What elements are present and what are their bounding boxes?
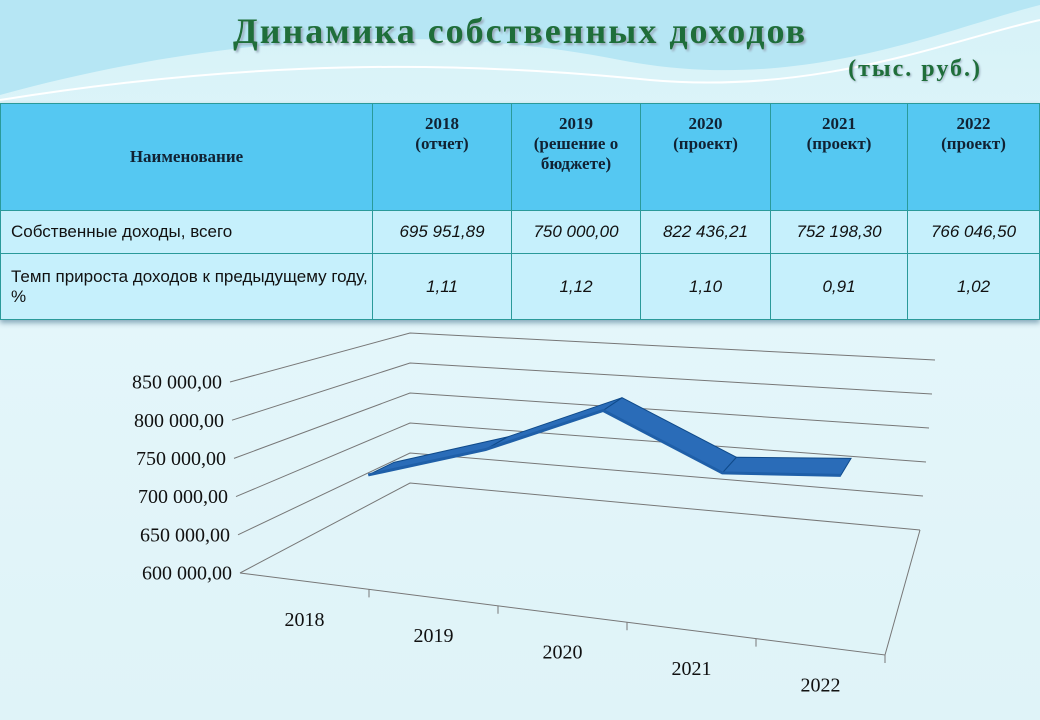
value-cell: 1,12 bbox=[511, 253, 641, 320]
y-tick-label: 850 000,00 bbox=[132, 372, 222, 394]
subtitle: (тыс. руб.) bbox=[848, 56, 982, 82]
value-cell: 766 046,50 bbox=[907, 210, 1040, 254]
grid-line bbox=[235, 422, 927, 498]
value-cell: 695 951,89 bbox=[372, 210, 512, 254]
x-tick-label: 2020 bbox=[543, 642, 583, 664]
x-tick-label: 2022 bbox=[801, 674, 841, 696]
y-tick-label: 750 000,00 bbox=[136, 448, 226, 470]
grid-line bbox=[229, 332, 936, 383]
y-tick-label: 800 000,00 bbox=[134, 410, 224, 432]
value-cell: 0,91 bbox=[770, 253, 908, 320]
ribbon-segment bbox=[602, 397, 738, 474]
label-cell: Темп прироста доходов к предыдущему году… bbox=[0, 253, 373, 320]
header-cell: Наименование bbox=[0, 103, 373, 211]
header-cell: 2018 (отчет) bbox=[372, 103, 512, 211]
header-cell: 2020 (проект) bbox=[640, 103, 771, 211]
y-tick-label: 650 000,00 bbox=[140, 524, 230, 546]
grid-line bbox=[237, 452, 924, 536]
y-tick-label: 700 000,00 bbox=[138, 486, 228, 508]
grid-line bbox=[231, 362, 933, 421]
x-tick-label: 2021 bbox=[672, 658, 712, 680]
x-tick-label: 2018 bbox=[285, 609, 325, 631]
grid-line bbox=[239, 482, 921, 574]
wave-decor bbox=[0, 0, 1040, 101]
x-tick-label: 2019 bbox=[414, 625, 454, 647]
floor-edge bbox=[239, 529, 921, 656]
title: Динамика собственных доходов bbox=[232, 11, 808, 51]
grid-line bbox=[233, 392, 930, 459]
wave bbox=[0, 0, 1040, 95]
table-row: Темп прироста доходов к предыдущему году… bbox=[0, 253, 1040, 320]
value-cell: 750 000,00 bbox=[511, 210, 641, 254]
header-cell: 2022 (проект) bbox=[907, 103, 1040, 211]
header-cell: 2019 (решение о бюджете) bbox=[511, 103, 641, 211]
line bbox=[367, 408, 841, 477]
value-cell: 1,02 bbox=[907, 253, 1040, 320]
table-row: Собственные доходы, всего 695 951,89 750 0… bbox=[0, 210, 1040, 254]
data-table: Наименование 2018 (отчет) 2019 (решение о … bbox=[0, 103, 1040, 320]
header-cell: 2021 (проект) bbox=[770, 103, 908, 211]
wave-line bbox=[0, 19, 1040, 101]
value-cell: 752 198,30 bbox=[770, 210, 908, 254]
value-cell: 1,10 bbox=[640, 253, 771, 320]
y-tick-label: 600 000,00 bbox=[142, 563, 232, 585]
header-row: Наименование 2018 (отчет) 2019 (решение о … bbox=[0, 103, 1040, 211]
label-cell: Собственные доходы, всего bbox=[0, 210, 373, 254]
value-cell: 1,11 bbox=[372, 253, 512, 320]
value-cell: 822 436,21 bbox=[640, 210, 771, 254]
